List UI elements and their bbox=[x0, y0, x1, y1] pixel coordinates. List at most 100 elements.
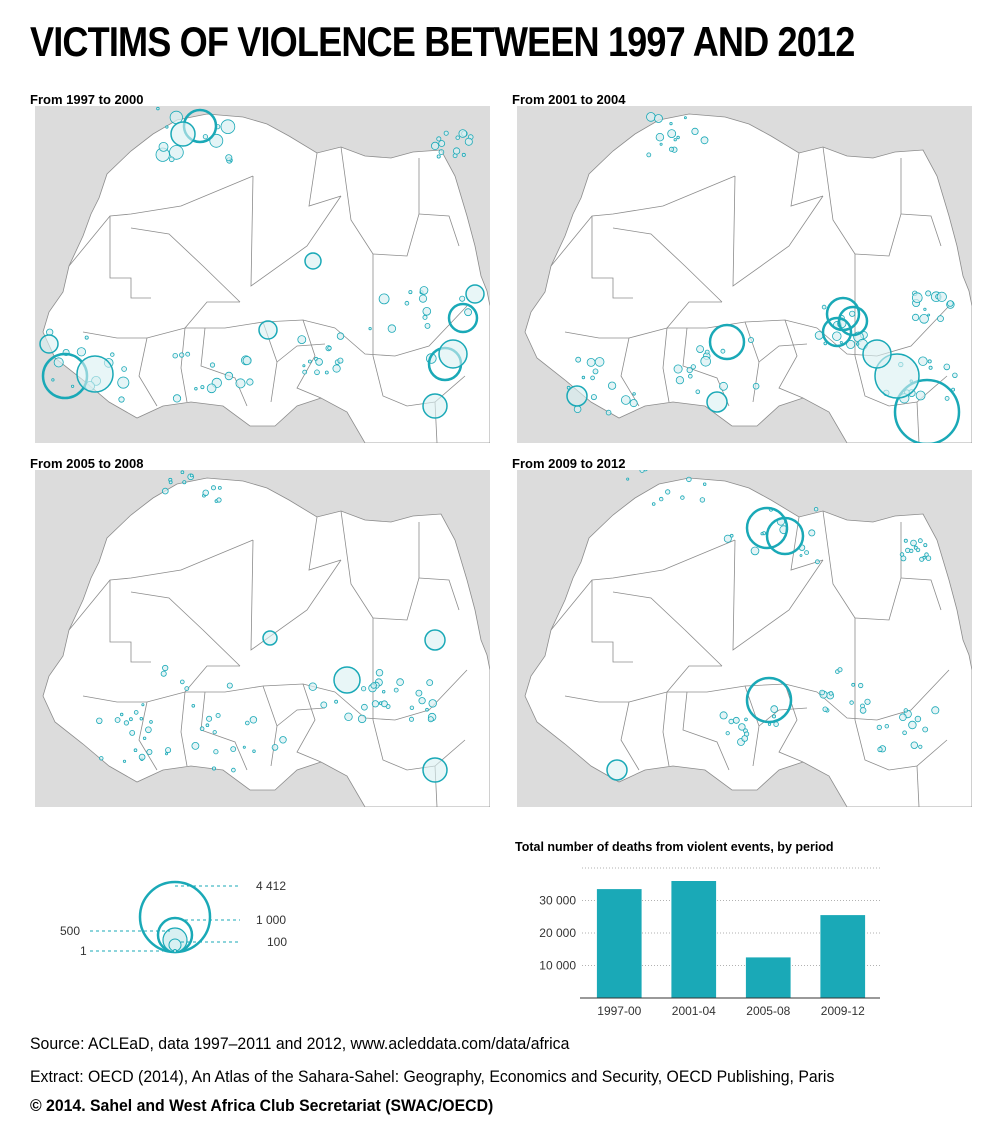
violence-bubble bbox=[199, 726, 205, 732]
violence-bubble bbox=[231, 767, 236, 773]
violence-bubble bbox=[308, 682, 317, 691]
violence-bubble bbox=[744, 717, 748, 722]
country-border bbox=[758, 343, 808, 363]
violence-bubble bbox=[931, 706, 940, 715]
violence-bubble-large bbox=[706, 391, 728, 413]
violence-bubble bbox=[691, 127, 699, 135]
country-border bbox=[854, 158, 902, 257]
violence-bubble bbox=[686, 366, 693, 374]
violence-bubble bbox=[918, 356, 928, 366]
country-border bbox=[732, 175, 824, 287]
country-border bbox=[662, 691, 670, 767]
panel-title-1997-2000: From 1997 to 2000 bbox=[30, 92, 144, 107]
violence-bubble bbox=[658, 496, 664, 502]
violence-bubble bbox=[928, 365, 933, 370]
violence-bubble-large bbox=[333, 666, 361, 694]
legend-circle-1 bbox=[173, 949, 177, 953]
violence-bubble bbox=[139, 716, 143, 721]
country-border bbox=[180, 327, 188, 403]
violence-bubble bbox=[182, 480, 187, 485]
violence-bubble bbox=[164, 752, 168, 756]
violence-bubble bbox=[741, 735, 749, 742]
country-border bbox=[418, 213, 460, 247]
violence-bubble-large bbox=[465, 284, 485, 304]
violence-bubble bbox=[946, 300, 954, 307]
violence-bubble bbox=[142, 736, 147, 740]
bar-1997-00 bbox=[596, 889, 642, 998]
violence-bubble bbox=[695, 389, 701, 395]
violence-bubble bbox=[566, 385, 571, 390]
violence-bubble bbox=[823, 341, 828, 346]
violence-bubble bbox=[821, 304, 827, 310]
country-border bbox=[296, 683, 322, 763]
violence-bubble bbox=[696, 345, 705, 354]
country-border bbox=[109, 580, 151, 663]
violence-bubble bbox=[436, 136, 442, 142]
violence-bubble bbox=[688, 373, 693, 379]
panel-title-2005-2008: From 2005 to 2008 bbox=[30, 456, 144, 471]
violence-bubble bbox=[279, 736, 287, 744]
violence-bubble bbox=[133, 710, 139, 715]
violence-bubble bbox=[217, 485, 222, 490]
violence-bubble bbox=[917, 538, 923, 544]
y-tick-label: 20 000 bbox=[539, 926, 576, 940]
violence-bubble bbox=[210, 485, 216, 491]
violence-bubble bbox=[212, 730, 217, 735]
violence-bubble bbox=[839, 340, 843, 344]
violence-bubble bbox=[117, 376, 130, 389]
violence-bubble-large bbox=[170, 121, 196, 147]
violence-bubble bbox=[655, 133, 665, 142]
country-border bbox=[372, 522, 420, 621]
violence-bubble bbox=[224, 371, 234, 381]
violence-bubble bbox=[425, 707, 429, 712]
violence-bubble bbox=[908, 720, 917, 730]
violence-bubble bbox=[804, 550, 810, 555]
country-border bbox=[666, 665, 722, 693]
country-border bbox=[620, 701, 640, 771]
violence-bubble bbox=[680, 495, 685, 500]
violence-bubble bbox=[156, 106, 160, 111]
violence-bubble bbox=[225, 154, 233, 162]
violence-bubble bbox=[849, 700, 854, 705]
violence-bubble bbox=[121, 366, 127, 372]
violence-bubble bbox=[179, 352, 185, 358]
country-border bbox=[308, 516, 342, 571]
violence-bubble bbox=[415, 689, 423, 697]
country-border bbox=[308, 152, 342, 207]
violence-bubble bbox=[230, 746, 237, 753]
violence-bubble bbox=[858, 682, 864, 689]
violence-bubble bbox=[169, 145, 184, 160]
violence-bubble bbox=[324, 370, 329, 375]
violence-bubble bbox=[458, 129, 468, 138]
violence-bubble-large bbox=[262, 630, 278, 646]
map-panel-2009-2012 bbox=[517, 470, 972, 807]
legend-label-4412: 4 412 bbox=[256, 879, 286, 893]
violence-bubble bbox=[461, 152, 466, 157]
violence-bubble bbox=[315, 358, 323, 366]
violence-bubble bbox=[919, 314, 929, 324]
violence-bubble bbox=[699, 497, 706, 503]
country-border bbox=[854, 355, 948, 407]
country-border bbox=[591, 580, 633, 663]
violence-bubble bbox=[129, 717, 133, 722]
violence-bubble bbox=[750, 546, 760, 556]
violence-bubble bbox=[194, 387, 198, 391]
violence-bubble-large bbox=[837, 305, 869, 337]
violence-bubble bbox=[951, 387, 956, 392]
violence-bubble bbox=[621, 395, 631, 405]
violence-bubble bbox=[213, 749, 219, 755]
violence-bubble bbox=[246, 378, 254, 386]
violence-bubble bbox=[426, 679, 434, 687]
violence-bubble bbox=[944, 395, 950, 401]
violence-bubble bbox=[332, 364, 341, 373]
violence-bubble bbox=[371, 700, 379, 708]
legend-label-1: 1 bbox=[80, 944, 87, 958]
country-border bbox=[372, 719, 466, 771]
extract-note: Extract: OECD (2014), An Atlas of the Sa… bbox=[30, 1067, 835, 1086]
violence-bubble bbox=[903, 538, 908, 543]
violence-bubble bbox=[943, 363, 951, 371]
country-border bbox=[900, 577, 942, 611]
country-border bbox=[250, 175, 342, 287]
violence-bubble-large bbox=[825, 296, 861, 332]
violence-bubble bbox=[452, 147, 461, 155]
